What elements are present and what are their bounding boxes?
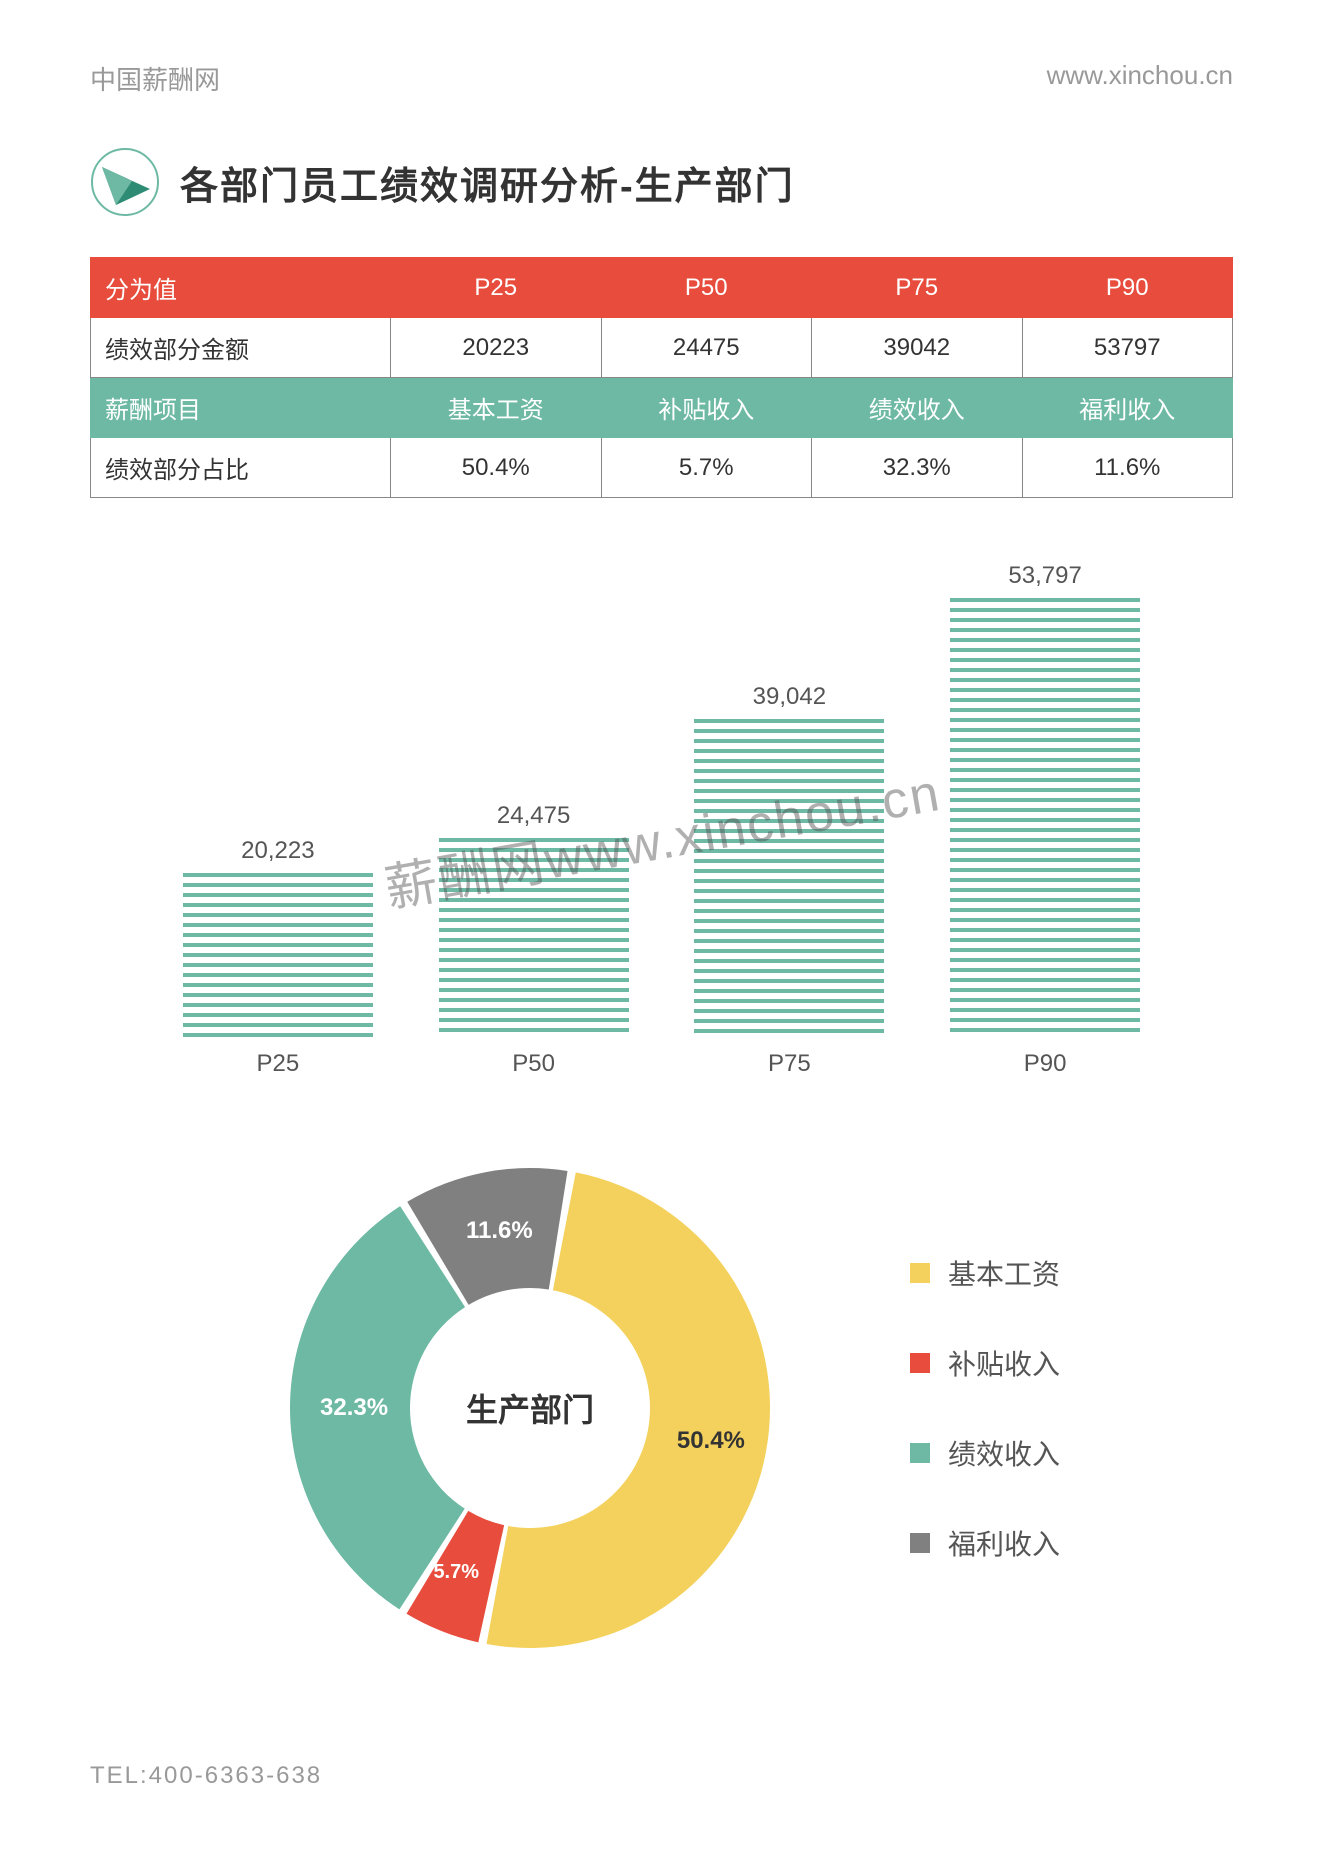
table-row-header-percentile: 分为值 P25 P50 P75 P90 [91, 258, 1233, 318]
cell: 11.6% [1022, 438, 1233, 498]
page-header: 中国薪酬网 www.xinchou.cn [90, 60, 1233, 97]
cell: 50.4% [391, 438, 602, 498]
bar-value-label: 53,797 [1008, 562, 1081, 590]
cell: 福利收入 [1022, 378, 1233, 438]
donut-chart: 生产部门 50.4% 5.7% 32.3% 11.6% [270, 1148, 790, 1668]
cell: 20223 [391, 318, 602, 378]
cell-label: 分为值 [91, 258, 391, 318]
bar-category-label: P75 [768, 1050, 811, 1078]
donut-slice-label: 11.6% [466, 1217, 533, 1245]
site-name: 中国薪酬网 [90, 60, 220, 97]
cell: 24475 [601, 318, 812, 378]
legend-label: 绩效收入 [948, 1433, 1060, 1473]
logo-icon [90, 147, 160, 217]
legend-item: 绩效收入 [910, 1433, 1060, 1473]
cell: 32.3% [812, 438, 1023, 498]
bar-value-label: 20,223 [241, 837, 314, 865]
title-row: 各部门员工绩效调研分析-生产部门 [90, 147, 1233, 217]
bar-category-label: P25 [257, 1050, 300, 1078]
bar-chart: 20,223P2524,475P5039,042P7553,797P90 薪酬网… [90, 528, 1233, 1088]
cell: P25 [391, 258, 602, 318]
footer-tel: TEL:400-6363-638 [90, 1762, 322, 1790]
cell: 基本工资 [391, 378, 602, 438]
donut-center-label: 生产部门 [466, 1385, 594, 1431]
donut-slice-label: 5.7% [433, 1561, 479, 1584]
bar [183, 873, 373, 1038]
cell: 53797 [1022, 318, 1233, 378]
bar-column: 39,042P75 [689, 683, 889, 1038]
bar-category-label: P50 [512, 1050, 555, 1078]
page-title: 各部门员工绩效调研分析-生产部门 [180, 155, 795, 210]
cell-label: 绩效部分占比 [91, 438, 391, 498]
bar-value-label: 24,475 [497, 802, 570, 830]
bar [694, 719, 884, 1038]
donut-slice-label: 32.3% [320, 1394, 388, 1422]
donut-section: 生产部门 50.4% 5.7% 32.3% 11.6% 基本工资补贴收入绩效收入福利收… [90, 1148, 1233, 1668]
legend-label: 补贴收入 [948, 1343, 1060, 1383]
cell: P50 [601, 258, 812, 318]
donut-legend: 基本工资补贴收入绩效收入福利收入 [910, 1253, 1060, 1563]
legend-item: 补贴收入 [910, 1343, 1060, 1383]
bar-column: 20,223P25 [178, 837, 378, 1038]
bar-column: 53,797P90 [945, 562, 1145, 1038]
legend-swatch [910, 1443, 930, 1463]
legend-swatch [910, 1353, 930, 1373]
bar-category-label: P90 [1024, 1050, 1067, 1078]
legend-swatch [910, 1263, 930, 1283]
table-row-percent: 绩效部分占比 50.4% 5.7% 32.3% 11.6% [91, 438, 1233, 498]
table-row-header-category: 薪酬项目 基本工资 补贴收入 绩效收入 福利收入 [91, 378, 1233, 438]
legend-label: 基本工资 [948, 1253, 1060, 1293]
cell: 39042 [812, 318, 1023, 378]
cell-label: 薪酬项目 [91, 378, 391, 438]
cell-label: 绩效部分金额 [91, 318, 391, 378]
bar [439, 838, 629, 1038]
cell: 补贴收入 [601, 378, 812, 438]
cell: 绩效收入 [812, 378, 1023, 438]
site-url: www.xinchou.cn [1047, 60, 1233, 97]
cell: P75 [812, 258, 1023, 318]
legend-label: 福利收入 [948, 1523, 1060, 1563]
legend-swatch [910, 1533, 930, 1553]
data-table: 分为值 P25 P50 P75 P90 绩效部分金额 20223 24475 3… [90, 257, 1233, 498]
bar-value-label: 39,042 [753, 683, 826, 711]
cell: 5.7% [601, 438, 812, 498]
bar-column: 24,475P50 [434, 802, 634, 1038]
legend-item: 基本工资 [910, 1253, 1060, 1293]
table-row-amount: 绩效部分金额 20223 24475 39042 53797 [91, 318, 1233, 378]
bar [950, 598, 1140, 1038]
donut-slice-label: 50.4% [677, 1427, 745, 1455]
legend-item: 福利收入 [910, 1523, 1060, 1563]
cell: P90 [1022, 258, 1233, 318]
